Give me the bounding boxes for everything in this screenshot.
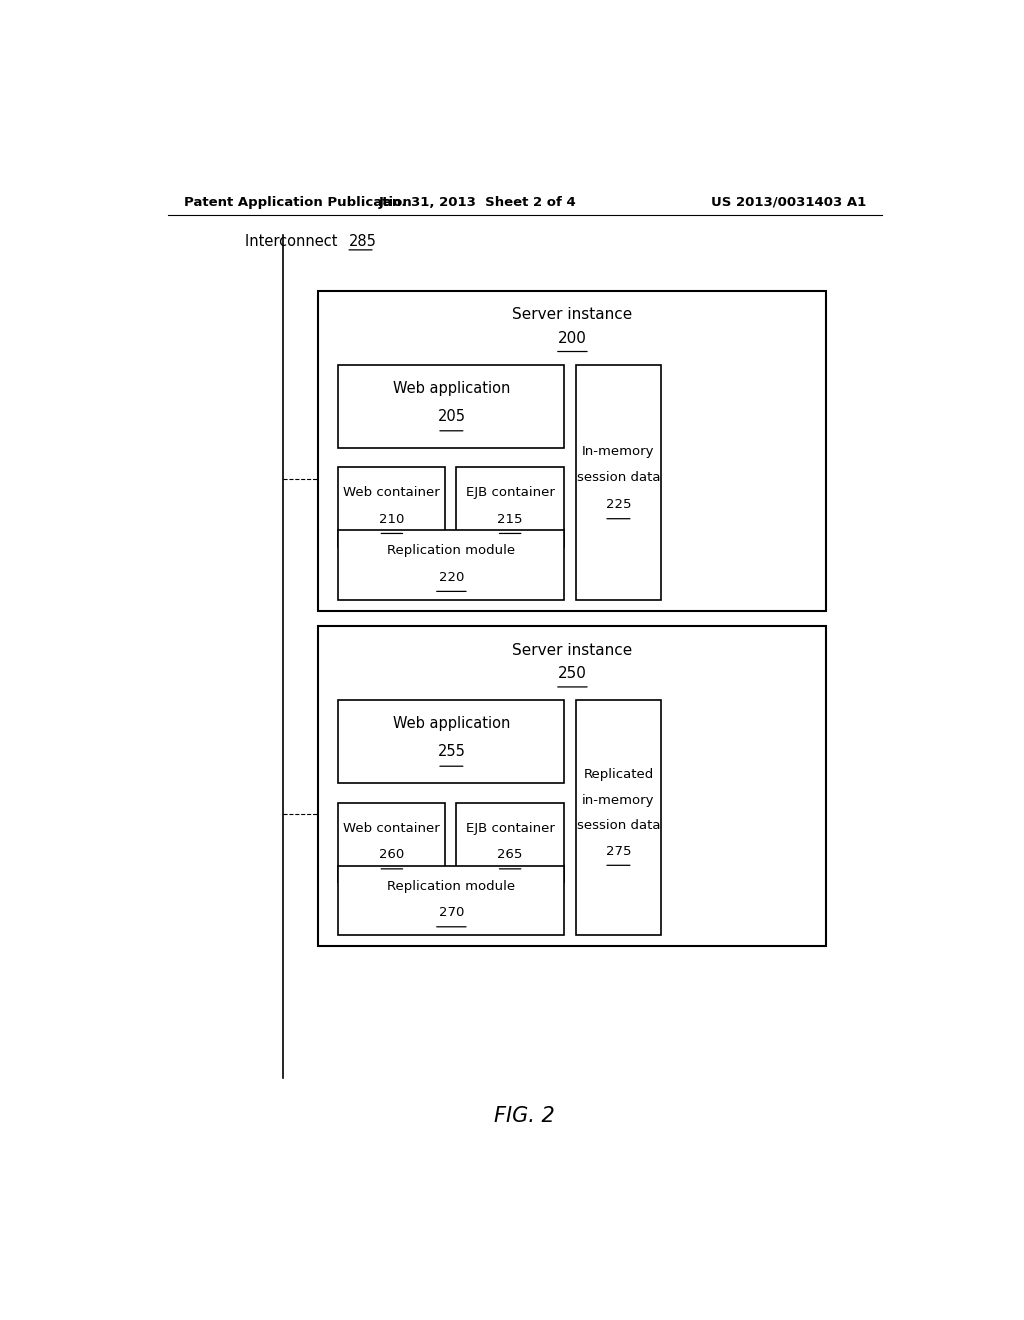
Bar [456, 803, 564, 882]
Bar [318, 626, 826, 946]
Text: EJB container: EJB container [466, 822, 555, 834]
Text: 250: 250 [558, 667, 587, 681]
Text: US 2013/0031403 A1: US 2013/0031403 A1 [711, 195, 866, 209]
Text: 210: 210 [379, 512, 404, 525]
Text: Replication module: Replication module [387, 879, 515, 892]
Text: 215: 215 [498, 512, 523, 525]
Text: Server instance: Server instance [512, 643, 633, 657]
Text: Web container: Web container [343, 822, 440, 834]
Text: 200: 200 [558, 331, 587, 346]
Text: 255: 255 [437, 744, 465, 759]
Bar [338, 803, 445, 882]
Text: In-memory: In-memory [583, 445, 654, 458]
Bar [338, 467, 445, 546]
Text: Patent Application Publication: Patent Application Publication [183, 195, 412, 209]
Text: 260: 260 [379, 849, 404, 861]
Text: 270: 270 [438, 906, 464, 919]
Text: Web container: Web container [343, 486, 440, 499]
Bar [575, 364, 662, 599]
Text: Web application: Web application [393, 380, 510, 396]
Bar [338, 531, 564, 599]
Bar [318, 290, 826, 611]
Text: 275: 275 [605, 845, 631, 858]
Bar [338, 866, 564, 935]
Text: 285: 285 [348, 234, 377, 249]
Text: 265: 265 [498, 849, 523, 861]
Text: Jan. 31, 2013  Sheet 2 of 4: Jan. 31, 2013 Sheet 2 of 4 [378, 195, 577, 209]
Text: Replication module: Replication module [387, 544, 515, 557]
Text: session data: session data [577, 470, 660, 483]
Text: FIG. 2: FIG. 2 [495, 1106, 555, 1126]
Text: Web application: Web application [393, 715, 510, 731]
Text: 220: 220 [438, 570, 464, 583]
Bar [338, 700, 564, 784]
Bar [456, 467, 564, 546]
Text: session data: session data [577, 820, 660, 832]
Text: 225: 225 [605, 498, 631, 511]
Text: in-memory: in-memory [583, 793, 654, 807]
Text: 205: 205 [437, 409, 465, 424]
Bar [338, 364, 564, 447]
Text: Replicated: Replicated [584, 768, 653, 781]
Bar [575, 700, 662, 935]
Text: EJB container: EJB container [466, 486, 555, 499]
Text: Server instance: Server instance [512, 308, 633, 322]
Text: Interconnect: Interconnect [246, 234, 343, 249]
